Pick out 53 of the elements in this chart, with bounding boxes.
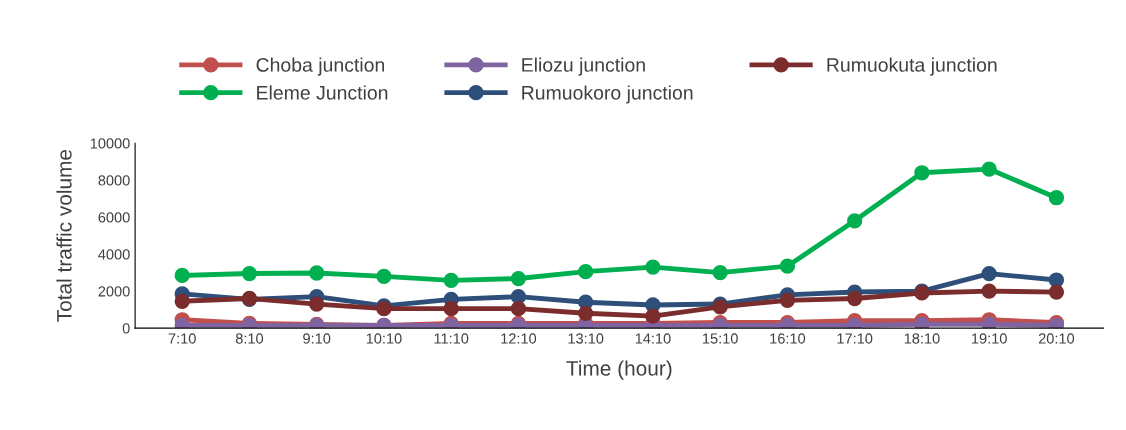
x-tick-label: 15:10 xyxy=(703,333,738,344)
x-tick-label: 19:10 xyxy=(972,333,1007,344)
x-tick-label: 11:10 xyxy=(434,333,469,344)
point xyxy=(1048,190,1065,206)
y-tick-label: 4000 xyxy=(98,249,130,260)
point xyxy=(981,316,997,329)
y-axis-title: Total traffic volume xyxy=(56,149,72,322)
point xyxy=(174,293,190,309)
x-tick-label: 13:10 xyxy=(568,333,604,344)
point xyxy=(981,283,997,299)
point xyxy=(981,161,997,177)
legend-label: Rumuokoro junction xyxy=(522,85,693,104)
point xyxy=(712,264,728,281)
point xyxy=(510,270,527,287)
point xyxy=(376,268,392,284)
legend-label: Choba junction xyxy=(256,57,385,76)
x-tick-label: 14:10 xyxy=(635,333,671,344)
point xyxy=(309,296,325,312)
point xyxy=(779,292,796,308)
point xyxy=(578,264,594,280)
y-tick-label: 8000 xyxy=(98,175,130,186)
y-tick-label: 2000 xyxy=(98,286,130,297)
x-axis-title: Time (hour) xyxy=(566,360,672,380)
point xyxy=(645,259,661,275)
point xyxy=(510,301,527,317)
point xyxy=(847,290,863,307)
legend-label: Eleme Junction xyxy=(257,85,388,100)
point xyxy=(443,301,459,317)
point xyxy=(847,213,863,229)
point xyxy=(981,265,997,282)
legend-label: Rumuokuta junction xyxy=(827,57,997,76)
point xyxy=(578,305,594,321)
point xyxy=(174,267,190,284)
point xyxy=(779,258,796,274)
x-tick-label: 17:10 xyxy=(837,333,873,344)
point xyxy=(645,308,661,324)
y-tick-label: 0 xyxy=(122,323,130,334)
x-tick-label: 8:10 xyxy=(235,333,264,344)
y-tick-label: 6000 xyxy=(98,212,130,223)
x-tick-label: 18:10 xyxy=(904,333,940,344)
x-tick-label: 10:10 xyxy=(366,333,402,344)
point xyxy=(241,265,258,282)
x-tick-label: 20:10 xyxy=(1038,333,1075,344)
x-tick-label: 9:10 xyxy=(303,333,331,344)
x-tick-label: 12:10 xyxy=(501,333,537,344)
legend-label: Eliozu junction xyxy=(522,57,645,76)
x-tick-label: 7:10 xyxy=(168,333,196,344)
point xyxy=(914,165,930,181)
point xyxy=(443,272,459,289)
x-tick-label: 16:10 xyxy=(770,333,806,344)
y-tick-label: 10000 xyxy=(90,138,130,149)
point xyxy=(309,265,325,281)
point xyxy=(1048,284,1065,300)
